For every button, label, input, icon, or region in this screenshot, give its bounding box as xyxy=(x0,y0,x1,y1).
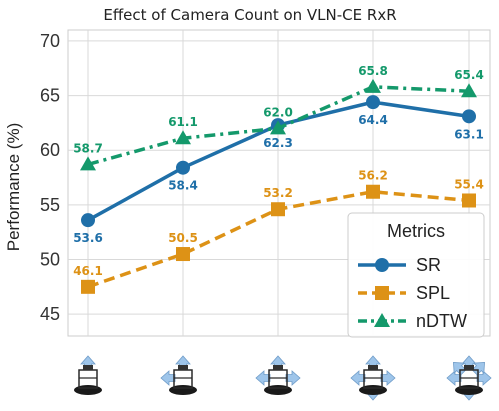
series-ndtw-point xyxy=(270,120,286,135)
y-tick-label: 65 xyxy=(40,86,60,106)
chart-title: Effect of Camera Count on VLN-CE RxR xyxy=(103,6,396,24)
series-ndtw-point xyxy=(461,83,477,98)
data-label-ndtw: 58.7 xyxy=(73,141,103,155)
y-axis-label: Performance (%) xyxy=(4,123,23,251)
y-tick-label: 50 xyxy=(40,250,60,270)
data-label-ndtw: 61.1 xyxy=(168,115,198,129)
series-sr-point xyxy=(81,213,95,228)
y-tick-label: 55 xyxy=(40,195,60,215)
data-label-spl: 46.1 xyxy=(73,264,103,278)
legend-item-ndtw: nDTW xyxy=(358,311,467,331)
series-spl-point xyxy=(81,279,95,294)
robot-2-camera-icon xyxy=(160,355,197,395)
robot-1-camera-icon xyxy=(74,355,102,395)
legend-marker-sr xyxy=(375,258,389,272)
data-label-sr: 63.1 xyxy=(454,127,484,141)
data-label-sr: 62.3 xyxy=(263,136,293,150)
legend-label-sr: SR xyxy=(416,255,441,275)
data-label-ndtw: 65.4 xyxy=(454,68,484,82)
series-spl-point xyxy=(462,193,476,208)
series-sr-point xyxy=(366,95,380,110)
legend-item-sr: SR xyxy=(358,255,441,275)
series-ndtw-point xyxy=(365,78,381,93)
data-label-sr: 58.4 xyxy=(168,179,198,193)
data-label-spl: 50.5 xyxy=(168,231,198,245)
series-sr-point xyxy=(462,109,476,124)
robot-4-camera-icon xyxy=(350,355,396,401)
legend-label-spl: SPL xyxy=(416,283,450,303)
data-label-spl: 56.2 xyxy=(358,169,388,183)
data-label-spl: 53.2 xyxy=(263,186,293,200)
series-spl-point xyxy=(176,247,190,262)
data-label-ndtw: 65.8 xyxy=(358,64,388,78)
legend-label-ndtw: nDTW xyxy=(416,311,467,331)
y-tick-label: 45 xyxy=(40,304,60,324)
series-sr-point xyxy=(176,160,190,175)
robot-3-camera-icon xyxy=(255,355,301,395)
legend-title: Metrics xyxy=(387,221,445,241)
data-label-sr: 64.4 xyxy=(358,113,388,127)
series-spl-point xyxy=(271,202,285,217)
series-ndtw-point xyxy=(175,130,191,145)
y-tick-label: 60 xyxy=(40,140,60,160)
legend-marker-spl xyxy=(375,286,389,300)
legend-item-spl: SPL xyxy=(358,283,450,303)
data-label-spl: 55.4 xyxy=(454,177,484,191)
data-label-ndtw: 62.0 xyxy=(263,105,293,119)
robot-6-camera-icon xyxy=(446,355,492,401)
y-tick-label: 70 xyxy=(40,31,60,51)
legend-box xyxy=(347,212,485,338)
series-ndtw xyxy=(80,78,477,171)
series-spl-point xyxy=(366,184,380,199)
data-label-sr: 53.6 xyxy=(73,231,103,245)
legend: Metrics SR SPL nDTW xyxy=(347,212,485,338)
series-spl xyxy=(81,184,476,294)
legend-marker-ndtw xyxy=(374,313,390,327)
series-ndtw-point xyxy=(80,156,96,171)
